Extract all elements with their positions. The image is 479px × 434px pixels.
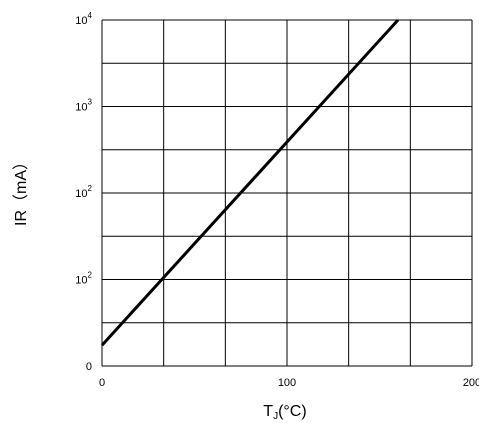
y-tick-exponent: 2 [88,184,93,193]
y-tick-exponent: 4 [88,11,93,20]
x-axis-title-rest: (°C) [278,403,307,420]
y-tick-label: 103 [75,98,92,114]
y-tick-base: 10 [75,102,87,114]
x-tick-labels: 0 100 200 [99,377,479,389]
x-axis-title: TJ(°C) [263,403,306,422]
y-tick-base: 0 [86,361,92,373]
x-tick-label: 200 [463,377,479,389]
x-axis-title-main: T [263,403,273,420]
x-axis-title-sub: J [273,411,278,422]
y-tick-exponent: 2 [88,271,93,280]
y-tick-base: 10 [75,188,87,200]
y-tick-base: 10 [75,15,87,27]
y-tick-label: 104 [75,11,92,27]
y-tick-exponent: 3 [88,98,93,107]
x-tick-label: 100 [278,377,296,389]
y-tick-label: 102 [75,184,92,200]
series-group [100,18,400,347]
x-tick-label: 0 [99,377,105,389]
y-tick-label: 102 [75,271,92,287]
grid [101,19,473,367]
y-tick-label: 0 [86,361,92,373]
y-tick-base: 10 [75,275,87,287]
series-line [100,18,400,347]
y-axis-title: IR（mA） [12,154,30,226]
